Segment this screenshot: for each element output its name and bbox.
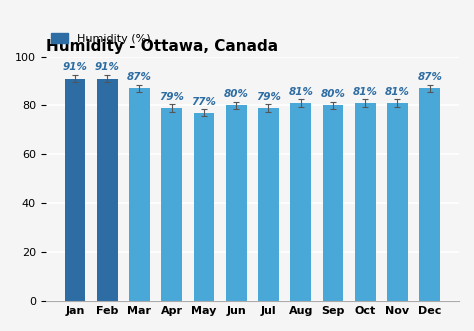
Bar [193, 113, 214, 301]
Bar [290, 103, 311, 301]
Bar [97, 78, 118, 301]
Bar [64, 78, 85, 301]
Text: 80%: 80% [224, 89, 249, 99]
Text: 81%: 81% [353, 87, 378, 97]
Text: Humidity - Ottawa, Canada: Humidity - Ottawa, Canada [46, 39, 278, 54]
Bar [387, 103, 408, 301]
Text: 87%: 87% [417, 72, 442, 82]
Bar [161, 108, 182, 301]
Text: 79%: 79% [159, 92, 184, 102]
Text: 80%: 80% [320, 89, 346, 99]
Text: 77%: 77% [191, 97, 217, 107]
Bar [322, 106, 344, 301]
Text: 79%: 79% [256, 92, 281, 102]
Bar [129, 88, 150, 301]
Bar [226, 106, 247, 301]
Bar [419, 88, 440, 301]
Bar [355, 103, 376, 301]
Text: 81%: 81% [385, 87, 410, 97]
Text: 81%: 81% [288, 87, 313, 97]
Bar [258, 108, 279, 301]
Text: 87%: 87% [127, 72, 152, 82]
Text: 91%: 91% [63, 63, 87, 72]
Text: 91%: 91% [95, 63, 119, 72]
Legend: Humidity (%): Humidity (%) [51, 33, 150, 44]
